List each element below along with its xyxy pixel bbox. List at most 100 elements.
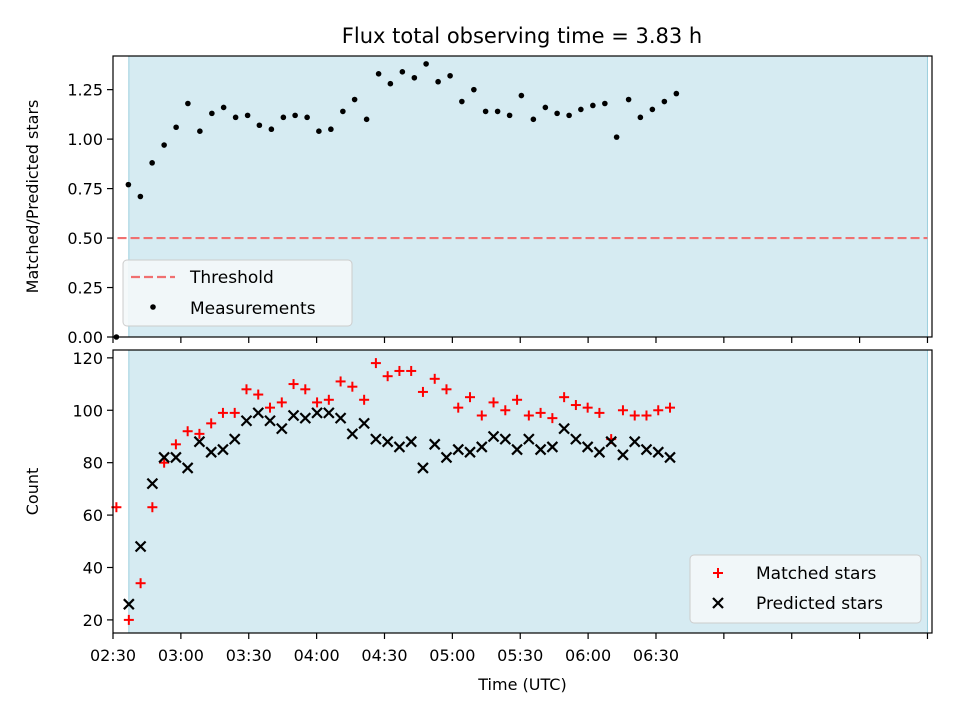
x-tick-label: 03:30 [226, 646, 272, 665]
y-axis-label: Matched/Predicted stars [23, 100, 42, 294]
data-point-s0-17 [316, 128, 322, 134]
data-point-s0-27 [435, 78, 441, 85]
data-point-s0-36 [535, 407, 546, 418]
data-point-s1-44-b [640, 443, 653, 456]
data-point-s0-9 [217, 407, 228, 418]
data-point-s1-42 [617, 449, 629, 461]
data-point-s0-15 [288, 379, 299, 390]
data-point-s1-27 [440, 451, 453, 464]
data-point-s0-6 [182, 426, 193, 437]
data-point-s1-30-b [475, 441, 488, 453]
y-tick-label: 1.25 [67, 81, 103, 100]
data-point-s1-24-b [405, 435, 417, 448]
data-point-s1-8-b [217, 443, 229, 456]
data-point-s1-0-b [123, 598, 135, 610]
data-point-s0-6 [185, 100, 191, 107]
data-point-s1-25 [417, 462, 429, 474]
data-point-s1-43-b [628, 435, 641, 448]
data-point-s1-37 [558, 422, 570, 435]
data-point-s0-15 [292, 112, 298, 119]
data-point-s0-4 [159, 457, 170, 468]
data-point-s0-5 [170, 439, 181, 450]
data-point-s0-24 [394, 365, 405, 376]
data-point-s1-43 [628, 435, 641, 448]
data-point-s0-22 [375, 71, 382, 77]
data-point-s1-1 [134, 540, 147, 553]
data-point-s1-4 [170, 451, 182, 464]
data-point-s0-37 [554, 110, 560, 117]
y-tick-label: 0.75 [67, 180, 103, 199]
data-point-s1-6 [193, 435, 206, 448]
data-point-s0-17 [312, 397, 323, 408]
data-point-s1-41 [605, 435, 617, 448]
data-point-s0-44 [637, 114, 644, 121]
data-point-s0-23 [387, 80, 394, 87]
data-point-s1-39 [581, 441, 594, 453]
data-point-s0-19 [335, 376, 346, 387]
data-point-s1-31-b [487, 430, 500, 443]
legend-matched-label: Matched stars [756, 564, 876, 584]
data-point-s0-18 [323, 394, 334, 405]
data-point-s1-31 [487, 430, 500, 443]
data-point-s0-21 [359, 394, 370, 405]
data-point-s0-34 [512, 394, 523, 405]
legend: Threshold Measurements [122, 259, 353, 327]
x-tick-label: 06:00 [565, 646, 611, 665]
data-point-s0-36 [542, 104, 549, 111]
axes-frame [112, 349, 933, 634]
data-point-s0-26 [417, 386, 428, 397]
data-point-s0-44 [629, 410, 640, 421]
y-tick-label: 40 [83, 558, 103, 577]
data-point-s0-16 [304, 114, 310, 121]
data-point-s1-46-b [664, 451, 676, 464]
data-point-s0-25 [406, 365, 417, 376]
data-point-s0-12 [256, 122, 263, 129]
data-point-s1-7 [205, 446, 217, 458]
data-point-s0-24 [399, 69, 406, 75]
data-point-s0-3 [147, 502, 158, 513]
data-point-s1-26-b [428, 438, 441, 451]
x-tick-label: 05:00 [429, 646, 475, 665]
data-point-s1-0 [123, 598, 135, 610]
data-point-s1-4-b [170, 451, 182, 464]
data-point-s1-14 [287, 409, 300, 422]
data-point-s1-18-b [334, 412, 347, 424]
data-point-s1-15-b [299, 412, 312, 424]
data-point-s1-9 [228, 433, 241, 445]
data-point-s0-42 [613, 134, 620, 140]
data-point-s0-45 [641, 410, 652, 421]
y-tick-label: 120 [72, 349, 103, 368]
data-point-s1-32-b [499, 433, 512, 445]
data-point-s0-7 [197, 128, 203, 134]
y-tick-label: 0.00 [67, 328, 103, 347]
data-point-s0-38 [559, 392, 570, 403]
data-point-s0-9 [220, 104, 227, 111]
data-point-s1-21-b [370, 433, 382, 445]
ratio-panel: 0.00 0.25 0.50 0.75 1.00 1.25 Matched/Predicte… [23, 55, 933, 347]
data-point-s1-20 [358, 417, 370, 430]
data-point-s0-37 [547, 413, 558, 424]
data-point-s1-1-b [134, 540, 147, 553]
data-point-s0-2 [135, 578, 146, 589]
data-point-s1-45 [652, 446, 665, 458]
data-point-s0-40 [590, 102, 596, 109]
y-tick-label: 0.25 [67, 279, 103, 298]
data-point-s0-33 [500, 405, 511, 416]
data-point-s1-29-b [464, 446, 476, 458]
data-point-s1-2-b [146, 477, 159, 490]
data-point-s0-20 [351, 96, 358, 103]
data-point-s0-7 [194, 428, 205, 439]
data-point-s0-18 [328, 126, 334, 133]
data-point-s1-17 [323, 407, 335, 419]
data-point-s0-25 [411, 74, 418, 81]
data-point-s1-25-b [417, 462, 429, 474]
data-point-s1-29 [464, 446, 476, 458]
data-point-s0-47 [665, 402, 676, 413]
data-point-s1-33 [511, 443, 523, 456]
data-point-s1-30 [475, 441, 488, 453]
data-point-s0-11 [241, 384, 252, 395]
data-point-s1-38 [570, 433, 582, 445]
data-point-s1-7-b [205, 446, 217, 458]
data-point-s1-21 [370, 433, 382, 445]
